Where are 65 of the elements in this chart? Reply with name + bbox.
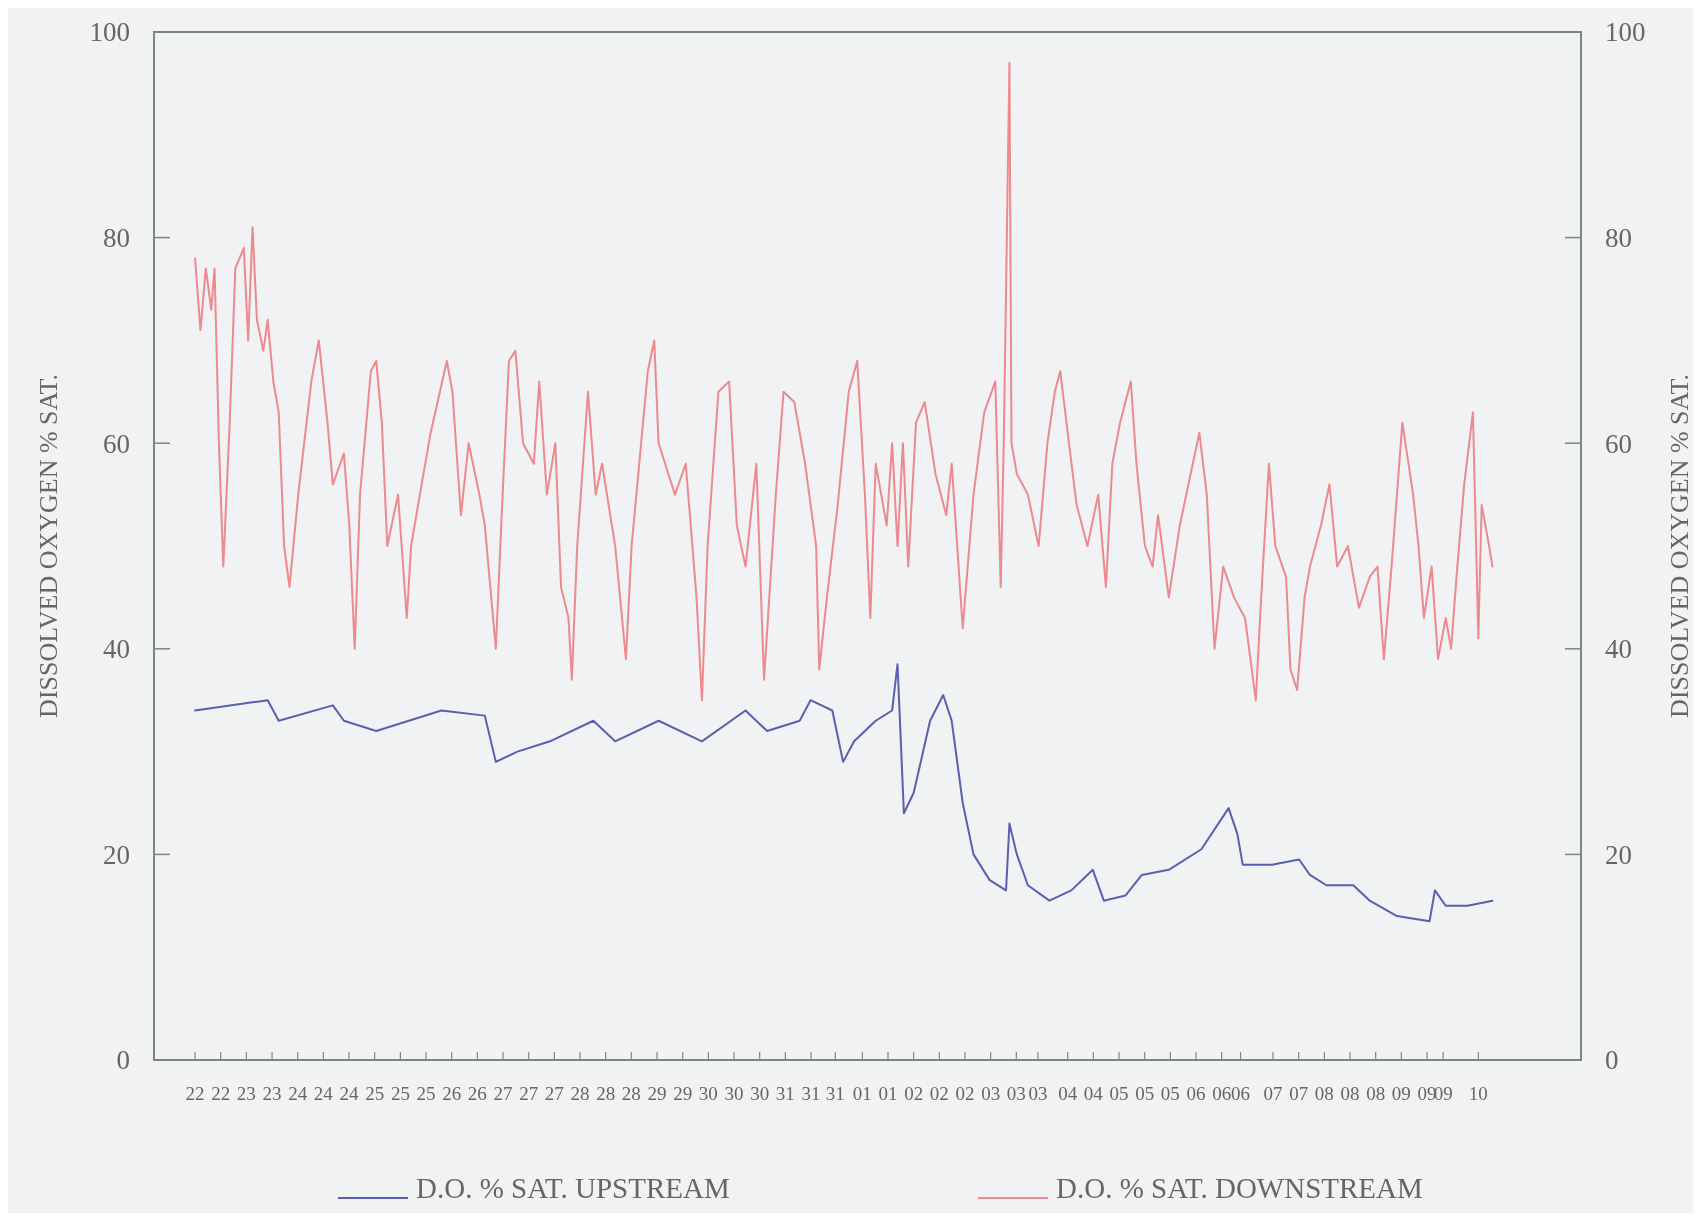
x-tick-label: 23 bbox=[236, 1083, 256, 1104]
x-tick-label: 24 bbox=[339, 1083, 360, 1104]
y-tick-label: 60 bbox=[103, 428, 130, 459]
x-tick-label: 27 bbox=[493, 1083, 513, 1104]
y2-axis-title: DISSOLVED OXYGEN % SAT. bbox=[1665, 374, 1695, 718]
x-tick-label: 22 bbox=[185, 1083, 205, 1104]
x-tick-label: 25 bbox=[416, 1083, 436, 1104]
legend-label: D.O. % SAT. DOWNSTREAM bbox=[1056, 1172, 1423, 1204]
x-tick-label: 27 bbox=[544, 1083, 564, 1104]
y2-tick-label: 80 bbox=[1605, 223, 1632, 254]
x-tick-label: 31 bbox=[825, 1083, 845, 1104]
x-tick-label: 01 bbox=[878, 1083, 898, 1104]
x-tick-label: 24 bbox=[288, 1083, 308, 1104]
x-tick-label: 29 bbox=[647, 1083, 667, 1104]
x-tick-label: 27 bbox=[519, 1083, 539, 1104]
x-tick-label: 24 bbox=[313, 1083, 334, 1104]
legend-label: D.O. % SAT. UPSTREAM bbox=[416, 1172, 730, 1204]
y-tick-label: 40 bbox=[103, 634, 130, 665]
y-tick-label: 100 bbox=[89, 17, 130, 48]
x-tick-label: 10 bbox=[1468, 1083, 1488, 1104]
y2-tick-label: 60 bbox=[1605, 428, 1632, 459]
x-tick-label: 30 bbox=[724, 1083, 744, 1104]
x-tick-label: 05 bbox=[1109, 1083, 1129, 1104]
x-tick-label: 03 bbox=[981, 1083, 1001, 1104]
x-tick-label: 30 bbox=[698, 1083, 718, 1104]
y2-tick-label: 40 bbox=[1605, 634, 1632, 665]
x-tick-label: 31 bbox=[801, 1083, 821, 1104]
x-tick-label: 26 bbox=[442, 1083, 462, 1104]
x-tick-label: 04 bbox=[1058, 1083, 1078, 1104]
x-tick-label: 05 bbox=[1160, 1083, 1180, 1104]
x-tick-label: 06 bbox=[1186, 1083, 1206, 1104]
x-tick-label: 03 bbox=[1006, 1083, 1026, 1104]
x-tick-label: 30 bbox=[750, 1083, 770, 1104]
x-tick-label: 08 bbox=[1314, 1083, 1334, 1104]
x-tick-label: 28 bbox=[596, 1083, 616, 1104]
x-tick-label: 25 bbox=[390, 1083, 410, 1104]
x-tick-label: 31 bbox=[775, 1083, 795, 1104]
x-tick-label: 23 bbox=[262, 1083, 282, 1104]
y2-tick-label: 0 bbox=[1605, 1045, 1619, 1076]
x-tick-label: 02 bbox=[929, 1083, 949, 1104]
x-tick-label: 05 bbox=[1135, 1083, 1155, 1104]
y2-tick-label: 100 bbox=[1605, 17, 1646, 48]
x-tick-label: 29 bbox=[673, 1083, 693, 1104]
x-tick-label: 08 bbox=[1340, 1083, 1360, 1104]
x-tick-label: 25 bbox=[365, 1083, 385, 1104]
x-tick-label: 26 bbox=[467, 1083, 487, 1104]
x-tick-label: 28 bbox=[621, 1083, 641, 1104]
y2-tick-label: 20 bbox=[1605, 839, 1632, 870]
x-tick-label: 02 bbox=[955, 1083, 975, 1104]
x-tick-label: 06 bbox=[1212, 1083, 1232, 1104]
y-axis-title: DISSOLVED OXYGEN % SAT. bbox=[34, 374, 64, 718]
x-tick-label: 02 bbox=[904, 1083, 924, 1104]
x-tick-label: 04 bbox=[1083, 1083, 1104, 1104]
x-tick-label: 28 bbox=[570, 1083, 590, 1104]
y-tick-label: 20 bbox=[103, 839, 130, 870]
x-tick-label: 09 bbox=[1391, 1083, 1411, 1104]
y-tick-label: 0 bbox=[116, 1045, 130, 1076]
x-tick-label: 01 bbox=[852, 1083, 872, 1104]
y-tick-label: 80 bbox=[103, 223, 130, 254]
x-tick-label: 22 bbox=[211, 1083, 231, 1104]
x-tick-label: 03 bbox=[1028, 1083, 1048, 1104]
x-tick-label: 06 bbox=[1231, 1083, 1251, 1104]
x-tick-label: 07 bbox=[1263, 1083, 1283, 1104]
x-tick-label: 08 bbox=[1366, 1083, 1386, 1104]
x-tick-label: 07 bbox=[1289, 1083, 1309, 1104]
